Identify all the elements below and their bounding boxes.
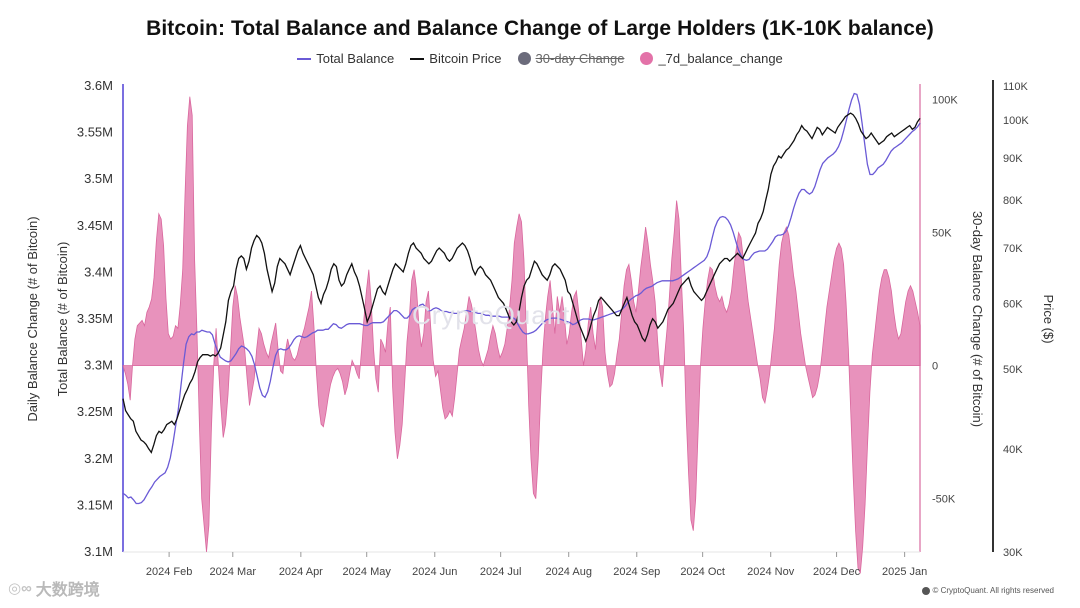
chart-title: Bitcoin: Total Balance and Balance Chang… xyxy=(146,17,934,40)
y-tick-total-balance: 3.6M xyxy=(84,78,113,93)
legend-item-7d-balance-change[interactable]: _7d_balance_change xyxy=(640,51,783,66)
x-tick-label: 2024 Feb xyxy=(146,566,192,578)
y-tick-total-balance: 3.3M xyxy=(84,358,113,373)
y-tick-total-balance: 3.15M xyxy=(77,497,113,512)
x-tick-label: 2024 Mar xyxy=(210,566,257,578)
series-bitcoin-price-line xyxy=(122,112,921,454)
legend-label-bitcoin-price: Bitcoin Price xyxy=(429,51,502,66)
y-tick-30-day-change: 100K xyxy=(932,94,958,106)
copyright-text: © CryptoQuant. All rights reserved xyxy=(932,586,1055,595)
y-axis-title-daily-balance-change: Daily Balance Change (# of Bitcoin) xyxy=(25,216,40,421)
legend-item-total-balance[interactable]: Total Balance xyxy=(297,51,394,66)
30-day-change-swatch xyxy=(517,52,531,65)
legend-label-total-balance: Total Balance xyxy=(316,51,395,66)
y-tick-price: 80K xyxy=(1003,195,1023,207)
x-tick-label: 2024 Jun xyxy=(412,566,457,578)
y-tick-30-day-change: 50K xyxy=(932,227,952,239)
brand-logo-icon: ◎∞ xyxy=(8,580,32,597)
y-tick-price: 90K xyxy=(1003,153,1023,165)
y-tick-total-balance: 3.25M xyxy=(77,404,113,419)
y-tick-total-balance: 3.35M xyxy=(77,311,113,326)
x-tick-label: 2024 Nov xyxy=(747,566,795,578)
y-tick-total-balance: 3.55M xyxy=(77,125,113,140)
x-tick-label: 2024 Jul xyxy=(480,566,522,578)
y-axis-title-30-day-change: 30-day Balance Change (# of Bitcoin) xyxy=(970,211,985,427)
y-tick-total-balance: 3.2M xyxy=(84,451,113,466)
series-7d-balance-change-area xyxy=(122,96,921,574)
y-axis-title-total-balance: Total Balance (# of Bitcoin) xyxy=(55,242,70,397)
y-tick-price: 40K xyxy=(1003,444,1023,456)
x-tick-label: 2024 Apr xyxy=(279,566,323,578)
legend-label-30-day-change: 30-day Change xyxy=(535,51,625,66)
7d-balance-change-swatch xyxy=(640,52,654,65)
y-tick-total-balance: 3.5M xyxy=(84,171,113,186)
x-tick-label: 2024 Aug xyxy=(545,566,592,578)
chart-legend: Total Balance Bitcoin Price 30-day Chang… xyxy=(0,51,1080,66)
y-tick-price: 100K xyxy=(1003,115,1029,127)
x-tick-label: 2024 May xyxy=(343,566,392,578)
brand-watermark: ◎∞ 大数跨境 xyxy=(8,576,100,600)
y-tick-price: 70K xyxy=(1003,243,1023,255)
x-tick-label: 2024 Sep xyxy=(613,566,660,578)
series-total-balance-line xyxy=(122,92,921,505)
brand-text: 大数跨境 xyxy=(35,582,100,599)
x-tick-label: 2024 Oct xyxy=(680,566,725,578)
total-balance-swatch xyxy=(297,57,312,60)
legend-label-7d-balance-change: _7d_balance_change xyxy=(658,51,783,66)
y-tick-price: 50K xyxy=(1003,364,1023,376)
y-tick-price: 30K xyxy=(1003,547,1023,559)
x-tick-label: 2025 Jan xyxy=(882,566,927,578)
y-tick-price: 110K xyxy=(1003,81,1029,93)
cryptoquant-logo-icon xyxy=(921,586,930,595)
y-tick-price: 60K xyxy=(1003,298,1023,310)
x-tick-label: 2024 Dec xyxy=(813,566,861,578)
copyright-credit: © CryptoQuant. All rights reserved xyxy=(921,586,1055,595)
y-tick-30-day-change: 0 xyxy=(932,361,938,373)
y-tick-30-day-change: -50K xyxy=(932,494,956,506)
bitcoin-price-swatch xyxy=(410,57,425,60)
y-tick-total-balance: 3.45M xyxy=(77,218,113,233)
y-axis-title-price: Price ($) xyxy=(1041,294,1056,343)
legend-item-bitcoin-price[interactable]: Bitcoin Price xyxy=(410,51,502,66)
legend-item-30-day-change[interactable]: 30-day Change xyxy=(517,51,625,66)
y-tick-total-balance: 3.4M xyxy=(84,264,113,279)
y-tick-total-balance: 3.1M xyxy=(84,544,113,559)
